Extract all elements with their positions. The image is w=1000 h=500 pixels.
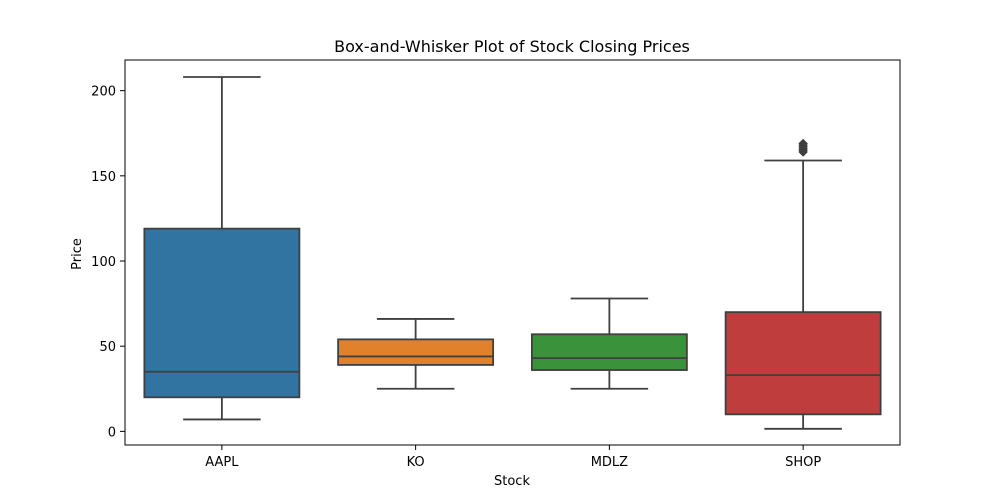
plot-area: 0 50 100 150 200 AAPL KO MDLZ SHOP [91, 59, 901, 470]
box-mdlz [530, 333, 688, 371]
plot-frame [124, 59, 901, 446]
box-aapl [143, 227, 301, 399]
x-axis-title: Stock [494, 474, 530, 489]
outlier-point-shop [798, 138, 808, 149]
x-tick-label: SHOP [785, 455, 821, 470]
y-tick-label: 150 [91, 170, 116, 185]
box-ko [337, 338, 495, 366]
y-axis-title: Price [70, 238, 85, 270]
x-tick-label: MDLZ [591, 455, 628, 470]
x-tick-label: AAPL [205, 455, 239, 470]
y-tick-label: 50 [99, 340, 116, 355]
y-tick-label: 200 [91, 85, 116, 100]
box-shop [724, 311, 882, 416]
chart-title: Box-and-Whisker Plot of Stock Closing Pr… [334, 37, 690, 56]
y-tick-label: 0 [108, 425, 116, 440]
x-tick-label: KO [407, 455, 425, 470]
y-tick-label: 100 [91, 255, 116, 270]
